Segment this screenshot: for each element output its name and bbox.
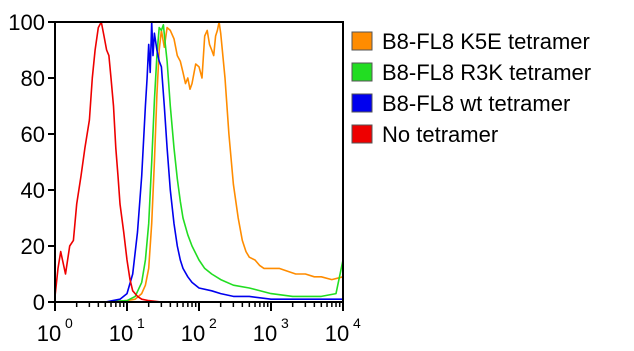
legend-swatch [351,31,373,51]
legend-swatch [351,62,373,82]
x-tick-exponent: 3 [281,315,289,331]
y-tick-label: 40 [21,178,45,203]
x-tick-label: 10 [325,321,349,346]
x-tick-exponent: 4 [353,315,361,331]
x-axis: 10 0 10 1 10 2 10 3 10 4 [37,302,361,346]
x-tick-label: 10 [109,321,133,346]
series-line-1 [55,23,344,303]
x-tick-exponent: 2 [209,315,217,331]
legend-label: No tetramer [382,122,498,147]
y-tick-label: 60 [21,122,45,147]
series-line-2 [55,21,343,303]
x-tick-exponent: 0 [65,315,73,331]
legend-swatch [351,93,373,113]
y-tick-label: 100 [8,10,45,35]
legend-label: B8-FL8 wt tetramer [382,91,570,116]
y-tick-label: 0 [33,290,45,315]
series-layer [54,21,344,303]
y-tick-label: 80 [21,66,45,91]
legend-swatch [351,124,373,144]
y-axis: 0 20 40 60 80 100 [8,10,55,315]
x-tick-exponent: 1 [137,315,145,331]
x-tick-label: 10 [181,321,205,346]
x-tick-label: 10 [253,321,277,346]
legend: B8-FL8 K5E tetramer B8-FL8 R3K tetramer B8… [351,29,591,147]
y-tick-label: 20 [21,234,45,259]
series-line-3 [54,21,343,303]
legend-label: B8-FL8 R3K tetramer [382,60,591,85]
legend-label: B8-FL8 K5E tetramer [382,29,590,54]
x-tick-label: 10 [37,321,61,346]
series-line-0 [55,21,344,303]
